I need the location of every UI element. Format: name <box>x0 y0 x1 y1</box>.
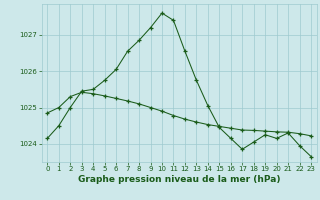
X-axis label: Graphe pression niveau de la mer (hPa): Graphe pression niveau de la mer (hPa) <box>78 175 280 184</box>
